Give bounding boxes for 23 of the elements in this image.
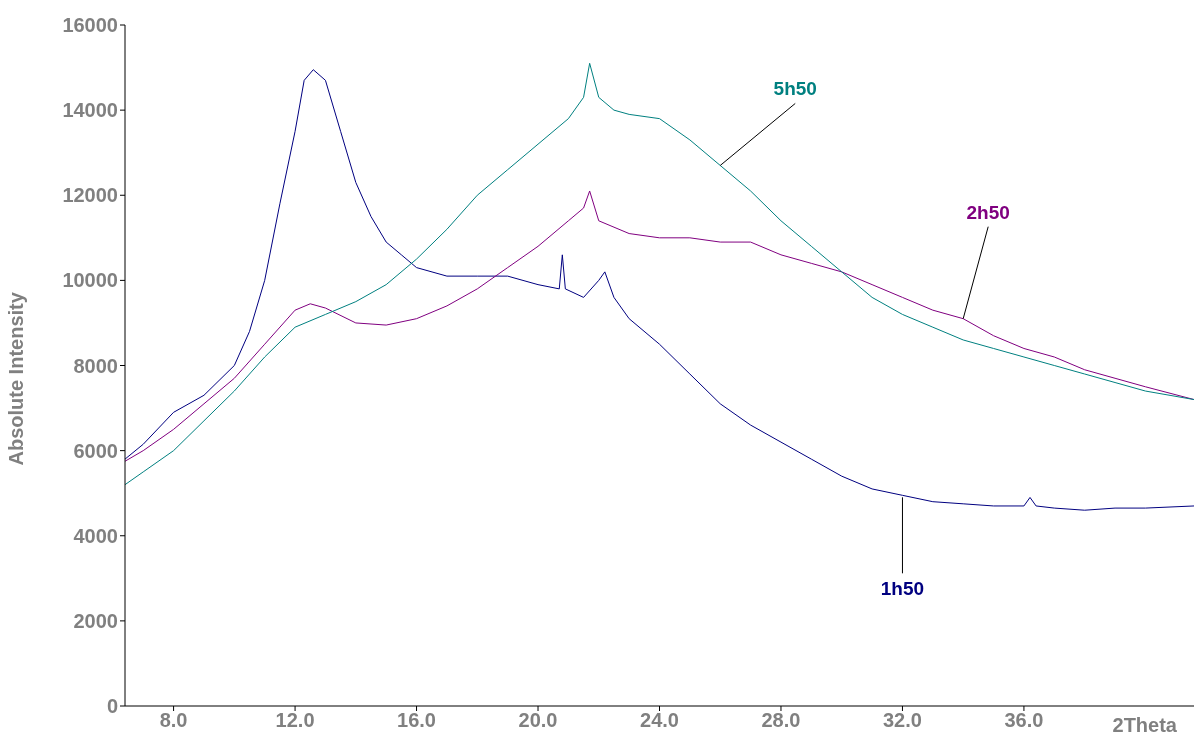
x-tick-label: 12.0: [275, 709, 315, 732]
x-tick-label: 24.0: [640, 709, 679, 732]
y-tick-label: 8000: [73, 354, 118, 377]
x-tick-label: 16.0: [397, 709, 437, 732]
annotation: 1h50: [880, 578, 925, 600]
y-tick-label: 10000: [62, 269, 118, 292]
x-tick-label: 32.0: [882, 709, 922, 732]
x-tick-label: 28.0: [761, 709, 801, 732]
y-tick-label: 12000: [62, 184, 118, 207]
y-tick-label: 16000: [62, 14, 118, 37]
y-tick-label: 6000: [73, 439, 118, 462]
y-tick-label: 2000: [73, 609, 118, 632]
y-tick-label: 4000: [73, 524, 118, 547]
x-tick-label: 8.0: [159, 709, 188, 732]
y-tick-label: 14000: [62, 99, 118, 122]
annotation: 2h50: [966, 201, 1010, 223]
line-series: [125, 190, 1194, 462]
annotation: 5h50: [773, 78, 817, 100]
y-tick-label: 0: [106, 695, 118, 718]
y-axis-title: Absolute Intensity: [5, 291, 28, 466]
x-tick-label: 36.0: [1004, 709, 1044, 732]
x-tick-label: 20.0: [518, 709, 558, 732]
x-axis-title: 2Theta: [1112, 714, 1178, 737]
